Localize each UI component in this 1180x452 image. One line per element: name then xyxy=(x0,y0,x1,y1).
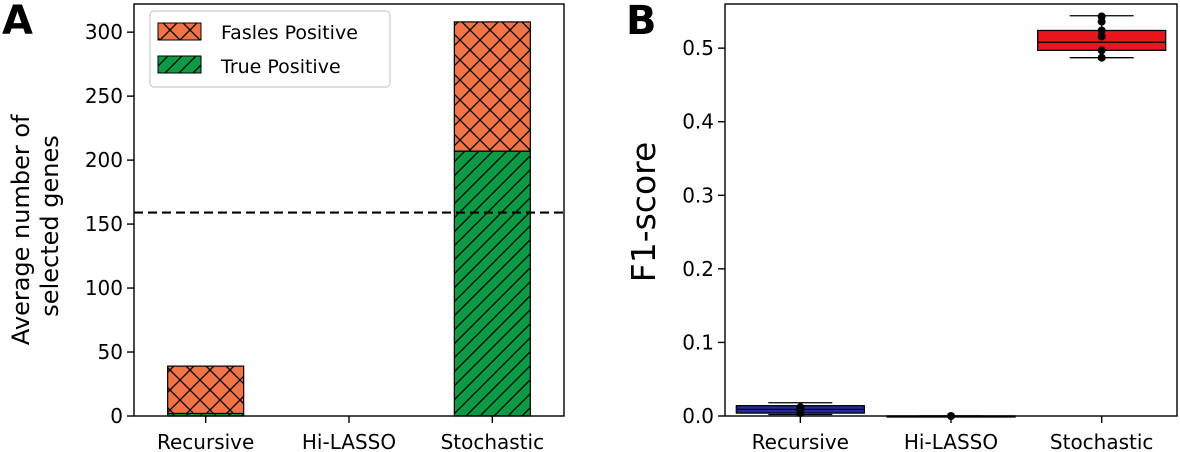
panel-a-xtick-label: Recursive xyxy=(157,430,254,452)
panel-b-ytick-label: 0.4 xyxy=(682,110,714,134)
legend-label-false-positive: Fasles Positive xyxy=(221,22,358,44)
legend-swatch-false-positive-hatch xyxy=(157,22,202,41)
panel-a-ytick-label: 50 xyxy=(98,340,123,364)
legend-label-true-positive: True Positive xyxy=(220,56,341,78)
panel-b-xtick-label: Recursive xyxy=(752,430,849,452)
panel-a-ytick-label: 100 xyxy=(85,276,123,300)
panel-label-a: A xyxy=(2,0,33,44)
panel-a: A Average number of selected genes 0 50 10… xyxy=(2,0,565,452)
panel-b-boxes xyxy=(735,12,1167,420)
panel-a-xtick-label: Stochastic xyxy=(441,430,545,452)
panel-a-x-axis: Recursive Hi-LASSO Stochastic xyxy=(157,416,544,452)
panel-a-ytick-label: 200 xyxy=(85,148,123,172)
legend-box xyxy=(149,10,391,88)
panel-a-xtick-label: Hi-LASSO xyxy=(302,430,396,452)
panel-a-ytick-label: 250 xyxy=(85,84,123,108)
panel-b-ytick-label: 0.2 xyxy=(682,257,714,281)
panel-a-ylabel-line2: selected genes xyxy=(36,135,64,316)
point-stochastic xyxy=(1097,12,1106,21)
bar-stochastic-fasles-positive-hatch xyxy=(453,21,531,152)
panel-label-b: B xyxy=(626,0,657,44)
point-stochastic xyxy=(1097,46,1106,55)
panel-b-ytick-label: 0.0 xyxy=(682,404,714,428)
panel-a-ylabel-line1: Average number of xyxy=(7,114,35,345)
panel-b-y-axis: 0.0 0.1 0.2 0.3 0.4 0.5 xyxy=(682,36,725,428)
point-stochastic xyxy=(1097,32,1106,41)
panel-b-ytick-label: 0.1 xyxy=(682,330,714,354)
point-stochastic xyxy=(1097,53,1106,62)
panel-b-ylabel: F1-score xyxy=(624,142,663,283)
bar-recursive-fasles-positive-hatch xyxy=(167,365,245,415)
panel-a-bars xyxy=(167,21,531,417)
bar-stochastic-true-positive-hatch xyxy=(453,150,531,417)
panel-a-ylabel: Average number of selected genes xyxy=(7,107,64,345)
panel-a-ytick-label: 0 xyxy=(110,404,123,428)
panel-b-ytick-label: 0.3 xyxy=(682,183,714,207)
point-recursive xyxy=(796,403,805,412)
panel-a-ytick-label: 150 xyxy=(85,212,123,236)
panel-b-ytick-label: 0.5 xyxy=(682,36,714,60)
panel-b-frame xyxy=(724,3,1178,417)
panel-b: B F1-score 0.0 0.1 0.2 0.3 0.4 0.5 Recursive H… xyxy=(624,0,1178,452)
panel-b-xtick-label: Hi-LASSO xyxy=(904,430,998,452)
legend-swatch-true-positive-hatch xyxy=(157,55,202,74)
panel-a-y-axis: 0 50 100 150 200 250 300 xyxy=(85,20,134,428)
panel-a-ytick-label: 300 xyxy=(85,20,123,44)
point-stochastic xyxy=(1097,26,1106,35)
panel-b-x-axis: Recursive Hi-LASSO Stochastic xyxy=(752,416,1154,452)
panel-b-xtick-label: Stochastic xyxy=(1050,430,1154,452)
legend: Fasles Positive True Positive xyxy=(149,10,391,88)
